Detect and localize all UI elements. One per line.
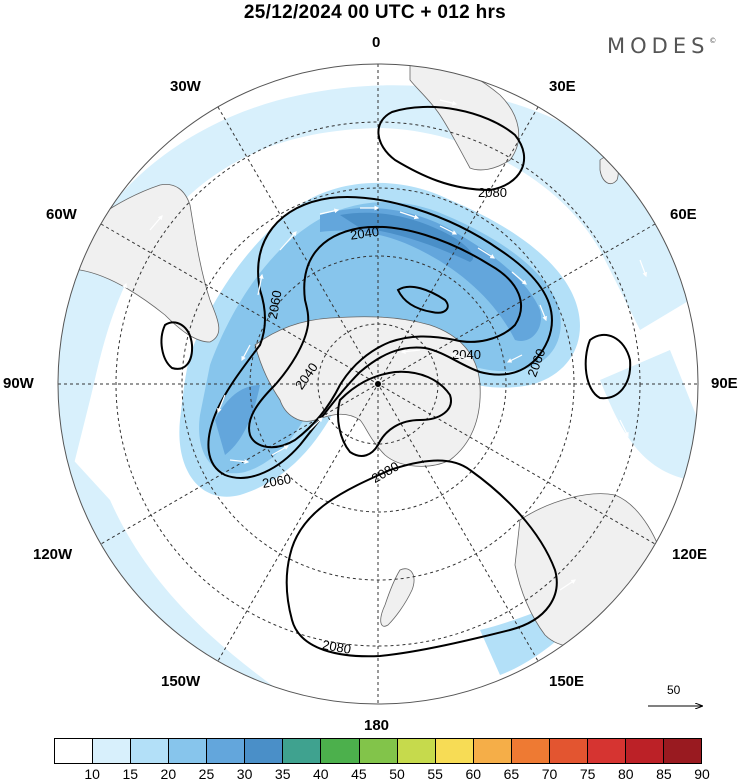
wind-vectors [99,99,647,631]
legend-swatch [586,738,625,764]
legend-swatch [396,738,435,764]
lon-label-150e: 150E [549,673,585,690]
legend-swatch [663,738,703,764]
legend-tick-label: 80 [617,766,634,782]
lon-label-90w: 90W [3,375,34,392]
legend-swatch [320,738,359,764]
legend-swatch [282,738,321,764]
legend-tick-label: 50 [389,766,405,782]
lon-label-90e: 90E [711,375,738,392]
contour-closed-center [396,285,449,314]
legend-swatch [206,738,245,764]
legend-tick-label: 75 [579,766,596,782]
contour-label: 2060 [261,471,292,491]
legend-swatch [358,738,397,764]
legend-tick-label: 85 [656,766,672,782]
legend-swatch [92,738,131,764]
brand-name: MODES [607,34,710,58]
legend-swatch [548,738,587,764]
lon-label-120e: 120E [672,546,708,563]
legend-tick-label: 65 [503,766,520,782]
color-legend-labels: 10 15 20 25 30 35 40 45 50 55 60 65 70 75 80 85 90 [54,766,709,782]
color-legend [54,738,703,764]
contour-label: 2040 [349,224,380,243]
south-pole-marker [375,381,381,387]
copyright-mark: © [709,37,717,45]
height-contours [160,106,632,658]
brand-logo: MODES© [607,34,716,58]
contour-label: 2060 [265,289,285,320]
lon-label-60e: 60E [670,206,697,223]
lon-label-30w: 30W [170,78,201,95]
legend-tick-label: 30 [236,766,253,782]
contour-label: 2040 [452,347,481,362]
map-boundary [57,63,699,705]
land-masses [68,64,666,648]
contour-label: 2080 [478,185,507,200]
legend-swatch [244,738,283,764]
legend-tick-label: 35 [274,766,291,782]
legend-swatch [54,738,93,764]
lon-label-120w: 120W [33,546,73,563]
lon-label-30e: 30E [549,78,576,95]
legend-tick-label: 70 [541,766,558,782]
legend-swatch [472,738,511,764]
vector-scale-label: 50 [667,683,681,697]
contour-2080-africa [377,106,526,192]
legend-swatch [168,738,207,764]
legend-tick-label: 45 [351,766,367,782]
legend-swatch [624,738,663,764]
contour-2080-pacific [285,459,558,658]
contour-2060-main [207,196,553,479]
contour-closed-west [160,321,194,370]
lon-label-150w: 150W [161,673,201,690]
legend-tick-label: 10 [84,766,100,782]
map-title: 25/12/2024 00 UTC + 012 hrs [243,2,507,23]
legend-swatch [434,738,473,764]
contour-2080-inner [337,370,452,457]
antarctica [254,316,481,467]
lon-label-180: 180 [364,717,390,734]
legend-tick-label: 20 [160,766,177,782]
legend-tick-label: 90 [694,766,710,782]
legend-swatch [130,738,169,764]
contour-closed-east [584,333,632,400]
lon-label-0: 0 [372,34,381,51]
legend-tick-label: 25 [198,766,215,782]
legend-swatch [510,738,549,764]
contour-label: 2080 [321,637,352,657]
legend-tick-label: 60 [465,766,482,782]
legend-tick-label: 15 [122,766,139,782]
south-america [68,183,220,343]
legend-tick-label: 40 [313,766,329,782]
lon-label-60w: 60W [46,206,77,223]
new-zealand [380,568,415,627]
contour-2040-main [248,225,522,449]
legend-tick-label: 55 [427,766,443,782]
